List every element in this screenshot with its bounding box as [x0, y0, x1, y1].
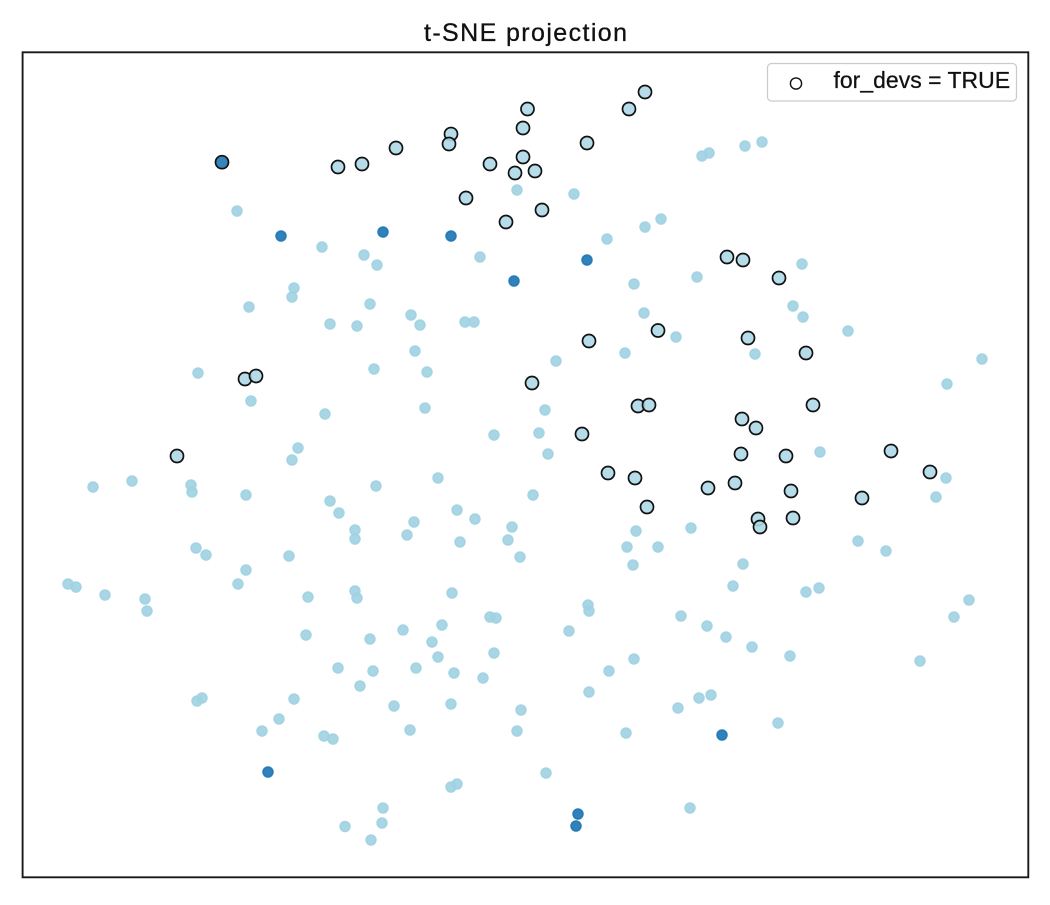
svg-text:for_devs = TRUE: for_devs = TRUE — [834, 67, 1011, 93]
svg-text:t-SNE projection: t-SNE projection — [424, 19, 628, 47]
